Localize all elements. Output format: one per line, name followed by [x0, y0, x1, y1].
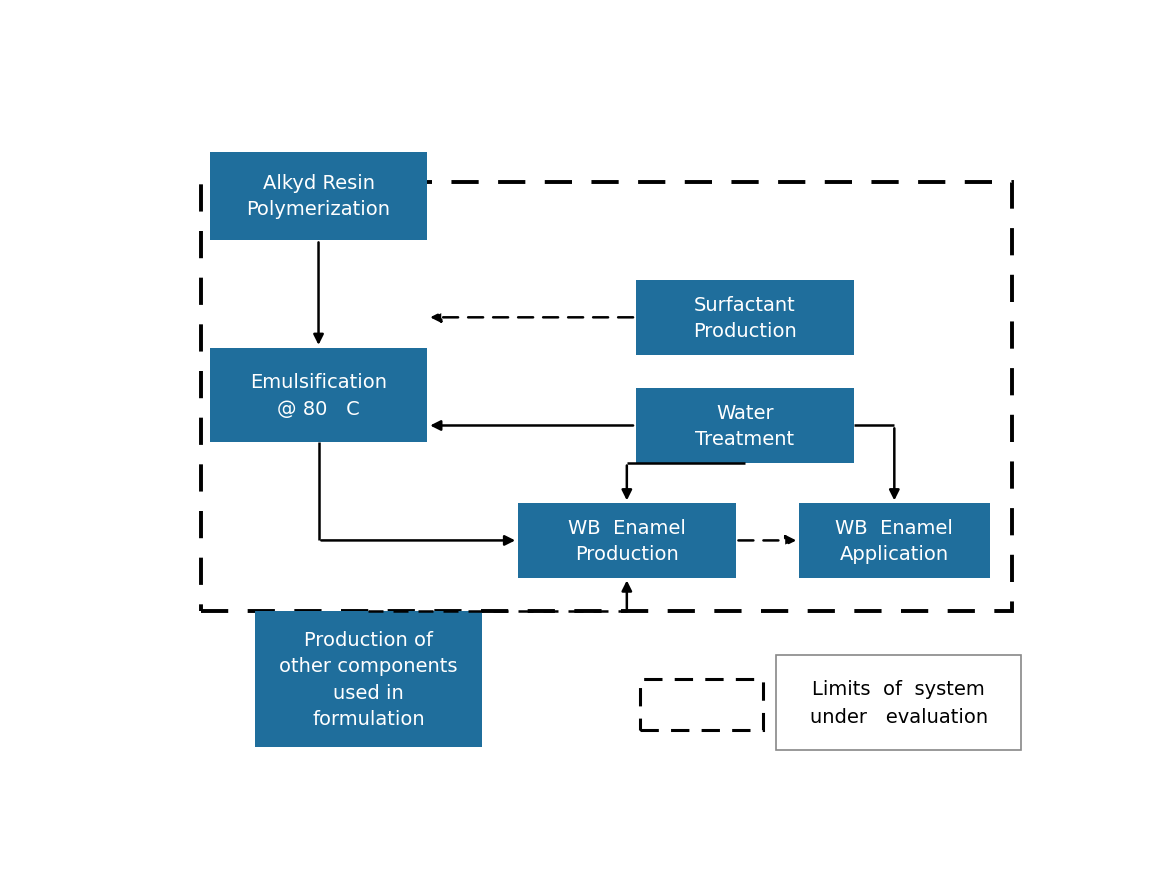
Bar: [640, 679, 763, 730]
Text: Emulsification
@ 80   C: Emulsification @ 80 C: [250, 373, 387, 418]
FancyBboxPatch shape: [636, 389, 854, 463]
FancyBboxPatch shape: [518, 503, 736, 578]
Text: Production of
other components
used in
formulation: Production of other components used in f…: [280, 630, 457, 729]
FancyBboxPatch shape: [255, 612, 482, 747]
Text: WB  Enamel
Application: WB Enamel Application: [835, 518, 954, 564]
Text: Water
Treatment: Water Treatment: [695, 403, 794, 449]
Text: Surfactant
Production: Surfactant Production: [693, 296, 797, 340]
Text: WB  Enamel
Production: WB Enamel Production: [567, 518, 686, 564]
FancyBboxPatch shape: [799, 503, 990, 578]
Bar: [201, 183, 1012, 612]
FancyBboxPatch shape: [636, 281, 854, 355]
FancyBboxPatch shape: [209, 153, 427, 240]
Text: Alkyd Resin
Polymerization: Alkyd Resin Polymerization: [247, 174, 391, 219]
FancyBboxPatch shape: [209, 348, 427, 443]
Text: Limits  of  system
under   evaluation: Limits of system under evaluation: [810, 680, 987, 726]
Bar: [777, 656, 1021, 750]
